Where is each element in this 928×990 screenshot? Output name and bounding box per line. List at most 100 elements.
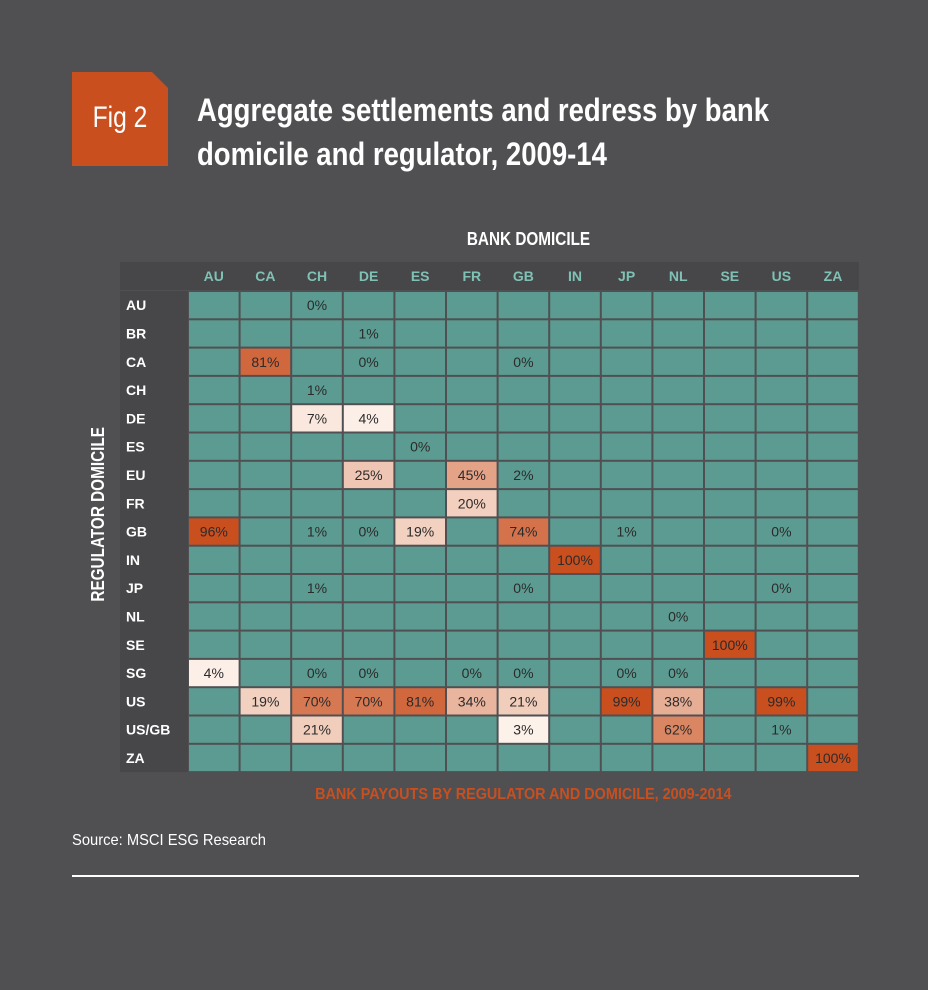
heatmap-cell [292, 405, 342, 432]
heatmap-cell [808, 461, 858, 489]
heatmap-cell-label: 0% [771, 524, 791, 540]
chart-caption: BANK PAYOUTS BY REGULATOR AND DOMICILE, … [188, 784, 859, 806]
heatmap-cell [498, 546, 549, 573]
heatmap-cell-label: 0% [358, 665, 378, 681]
heatmap-cell [705, 546, 755, 573]
column-label-jp: JP [618, 268, 635, 284]
heatmap-cell [240, 631, 291, 658]
heatmap-cell [395, 405, 445, 432]
heatmap-cell [653, 433, 703, 460]
heatmap-cell [447, 320, 497, 347]
heatmap-cell [756, 490, 807, 517]
heatmap-cell [343, 433, 394, 460]
heatmap-cell [292, 320, 342, 347]
heatmap-cell-label: 0% [513, 580, 533, 596]
heatmap-cell [189, 405, 239, 432]
heatmap-cell [395, 518, 445, 545]
heatmap-cell [292, 461, 342, 489]
heatmap-cell [808, 490, 858, 517]
heatmap-cell [550, 490, 600, 517]
column-label-gb: GB [513, 268, 534, 284]
heatmap-cell [653, 575, 703, 602]
heatmap-cell [292, 575, 342, 602]
heatmap-cell [601, 716, 652, 743]
heatmap-cell [498, 518, 549, 545]
heatmap-cell [189, 490, 239, 517]
heatmap-cell [447, 292, 497, 319]
row-label-us: US [126, 693, 145, 709]
heatmap-cell [550, 546, 600, 573]
heatmap-cell [189, 292, 239, 319]
row-label-br: BR [126, 325, 146, 341]
heatmap-cell-label: 0% [358, 524, 378, 540]
heatmap-cell [292, 631, 342, 658]
heatmap-cell [808, 292, 858, 319]
heatmap-cell [343, 744, 394, 772]
heatmap-cell [395, 603, 445, 630]
heatmap-cell [601, 631, 652, 658]
heatmap-cell [705, 518, 755, 545]
column-label-ch: CH [307, 268, 327, 284]
heatmap-cell [756, 688, 807, 715]
heatmap-cell [447, 575, 497, 602]
heatmap-cell [756, 716, 807, 743]
heatmap-cell-label: 0% [668, 608, 688, 624]
heatmap-cell-label: 74% [509, 524, 537, 540]
heatmap-cell [189, 518, 239, 545]
heatmap-cell [550, 744, 600, 772]
heatmap-cell [447, 405, 497, 432]
heatmap-cell [756, 433, 807, 460]
heatmap-cell [808, 320, 858, 347]
heatmap-cell [498, 688, 549, 715]
heatmap-cell [292, 603, 342, 630]
heatmap-cell [189, 659, 239, 687]
heatmap-cell [550, 405, 600, 432]
row-label-ch: CH [126, 382, 146, 398]
heatmap-cell-label: 38% [664, 693, 692, 709]
row-label-ca: CA [126, 354, 146, 370]
column-label-za: ZA [824, 268, 843, 284]
heatmap-cell-label: 81% [251, 354, 279, 370]
heatmap-cell [343, 659, 394, 687]
heatmap-cell [189, 546, 239, 573]
row-label-se: SE [126, 637, 145, 653]
heatmap-cell [189, 688, 239, 715]
heatmap-cell [395, 461, 445, 489]
heatmap-cell [601, 433, 652, 460]
heatmap-cell [756, 631, 807, 658]
heatmap-cell-label: 0% [616, 665, 636, 681]
column-label-se: SE [720, 268, 739, 284]
heatmap-cell [240, 490, 291, 517]
row-label-es: ES [126, 439, 145, 455]
heatmap-cell [601, 292, 652, 319]
heatmap-cell [601, 490, 652, 517]
figure-badge-label: Fig 2 [92, 101, 148, 134]
heatmap-cell [705, 688, 755, 715]
column-label-de: DE [359, 268, 378, 284]
heatmap-cell [292, 659, 342, 687]
heatmap-cell [808, 405, 858, 432]
heatmap-cell [653, 490, 703, 517]
heatmap-cell [756, 518, 807, 545]
heatmap-cell [240, 292, 291, 319]
heatmap-cell [756, 405, 807, 432]
heatmap-cell [601, 376, 652, 404]
heatmap-cell [395, 716, 445, 743]
source-note-text: Source: MSCI ESG Research [72, 832, 266, 849]
heatmap-cell [601, 688, 652, 715]
heatmap-cell [601, 546, 652, 573]
heatmap-cell [808, 546, 858, 573]
heatmap-cell [447, 744, 497, 772]
heatmap-cell [705, 631, 755, 658]
heatmap-cell-label: 99% [613, 693, 641, 709]
heatmap-cell [240, 348, 291, 375]
heatmap-cell [292, 518, 342, 545]
row-label-fr: FR [126, 495, 145, 511]
column-label-nl: NL [669, 268, 688, 284]
heatmap-cell [343, 376, 394, 404]
row-label-in: IN [126, 552, 140, 568]
heatmap-cell [808, 348, 858, 375]
heatmap-cell [395, 490, 445, 517]
heatmap-cell [240, 320, 291, 347]
